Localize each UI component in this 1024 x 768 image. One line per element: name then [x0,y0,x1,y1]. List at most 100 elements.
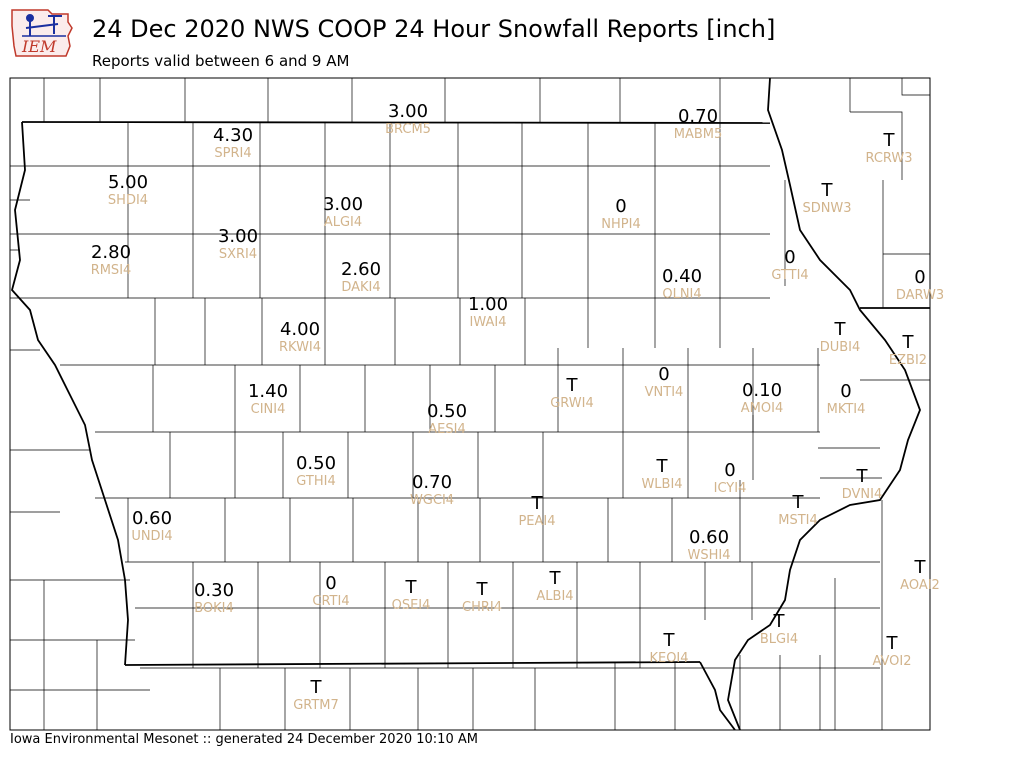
station-id: AESI4 [428,422,465,437]
state-boundaries [11,78,930,730]
station-value: 0 [840,381,851,402]
station-id: GTHI4 [296,474,335,489]
station-id: VNTI4 [645,385,684,400]
station-id: KEOI4 [649,651,688,666]
station-id: RMSI4 [91,263,132,278]
station-value: 5.00 [108,172,148,193]
station-value: 3.00 [218,226,258,247]
station-value: 0 [914,267,925,288]
station-id: DARW3 [896,288,944,303]
station-id: CHRI4 [462,600,502,615]
station-value: T [914,557,927,578]
station-value: 0.50 [427,401,467,422]
station-value: T [549,568,562,589]
station-id: AMOI4 [741,401,783,416]
station-value: 2.80 [91,242,131,263]
station-value: 0.60 [132,508,172,529]
station-id: NHPI4 [601,217,640,232]
station-value: 0.10 [742,380,782,401]
station-value: T [856,466,869,487]
station-id: MABM5 [674,127,723,142]
station-id: CRTI4 [312,594,349,609]
station-value: 3.00 [388,101,428,122]
station-id: PEAI4 [518,514,555,529]
station-value: T [902,332,915,353]
station-value: T [566,375,579,396]
station-id: SXRI4 [219,247,257,262]
station-value: T [886,633,899,654]
station-id: OLNI4 [662,287,701,302]
station-id: AVOI2 [872,654,911,669]
station-id: SPRI4 [214,146,251,161]
station-value: 0 [325,573,336,594]
station-id: BOKI4 [194,601,234,616]
station-value: T [531,493,544,514]
station-value: T [792,492,805,513]
station-value: 0.40 [662,266,702,287]
station-value: T [476,579,489,600]
logo-text: IEM [21,37,57,56]
station-id: OSEI4 [392,598,431,613]
station-value: 0 [658,364,669,385]
station-value: 4.30 [213,125,253,146]
station-id: CINI4 [251,402,286,417]
station-value: 4.00 [280,319,320,340]
station-id: UNDI4 [131,529,172,544]
county-boundaries [10,78,930,730]
station-id: RKWI4 [279,340,321,355]
station-id: MSTI4 [778,513,818,528]
station-id: BLGI4 [760,632,798,647]
station-id: GTTI4 [771,268,808,283]
station-value: T [310,677,323,698]
station-value: 0.30 [194,580,234,601]
station-value: T [834,319,847,340]
station-value: T [405,577,418,598]
footer-credit: Iowa Environmental Mesonet :: generated … [10,732,478,747]
station-value: 0 [615,196,626,217]
station-id: SHDI4 [108,193,148,208]
station-id: IWAI4 [470,315,507,330]
station-id: WGCI4 [410,493,454,508]
station-id: GRTM7 [293,698,339,713]
station-value: 3.00 [323,194,363,215]
station-value: 0.70 [678,106,718,127]
iem-logo: IEM [11,9,73,57]
station-value: 0.60 [689,527,729,548]
station-id: RCRW3 [865,151,912,166]
station-value: T [773,611,786,632]
station-value: 2.60 [341,259,381,280]
station-value: T [656,456,669,477]
